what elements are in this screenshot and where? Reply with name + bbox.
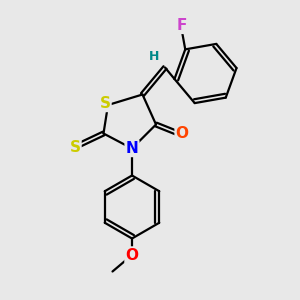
Text: S: S: [70, 140, 80, 154]
Text: O: O: [176, 126, 189, 141]
Text: F: F: [177, 18, 188, 33]
Text: N: N: [126, 141, 138, 156]
Text: H: H: [149, 50, 160, 64]
Text: O: O: [125, 248, 139, 262]
Text: S: S: [100, 96, 110, 111]
